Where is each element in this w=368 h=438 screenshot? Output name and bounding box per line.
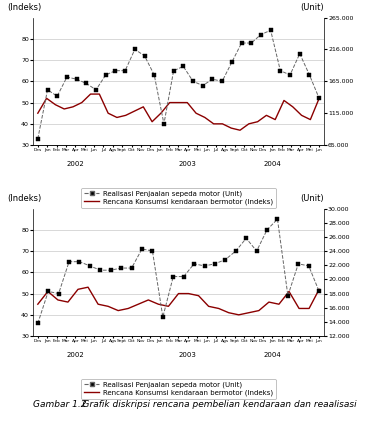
- Text: (Indeks): (Indeks): [7, 194, 41, 203]
- Text: 2002: 2002: [67, 161, 84, 167]
- Legend: Realisasi Penjaalan sepeda motor (Unit), Rencana Konsumsi kendaraan bermotor (In: Realisasi Penjaalan sepeda motor (Unit),…: [81, 188, 276, 208]
- Text: 2004: 2004: [263, 161, 281, 167]
- Text: (Unit): (Unit): [300, 194, 324, 203]
- Text: Gambar 1.2: Gambar 1.2: [33, 399, 86, 409]
- Text: 2003: 2003: [179, 161, 197, 167]
- Text: 2002: 2002: [67, 352, 84, 358]
- Legend: Realisasi Penjaalan sepeda motor (Unit), Rencana Konsumsi kendaraan bermotor (In: Realisasi Penjaalan sepeda motor (Unit),…: [81, 379, 276, 399]
- Text: (Unit): (Unit): [300, 4, 324, 12]
- Text: 2003: 2003: [179, 352, 197, 358]
- Text: 2004: 2004: [263, 352, 281, 358]
- Text: Grafik diskripsi rencana pembelian kendaraan dan reaalisasi: Grafik diskripsi rencana pembelian kenda…: [71, 399, 357, 409]
- Text: (Indeks): (Indeks): [7, 4, 41, 12]
